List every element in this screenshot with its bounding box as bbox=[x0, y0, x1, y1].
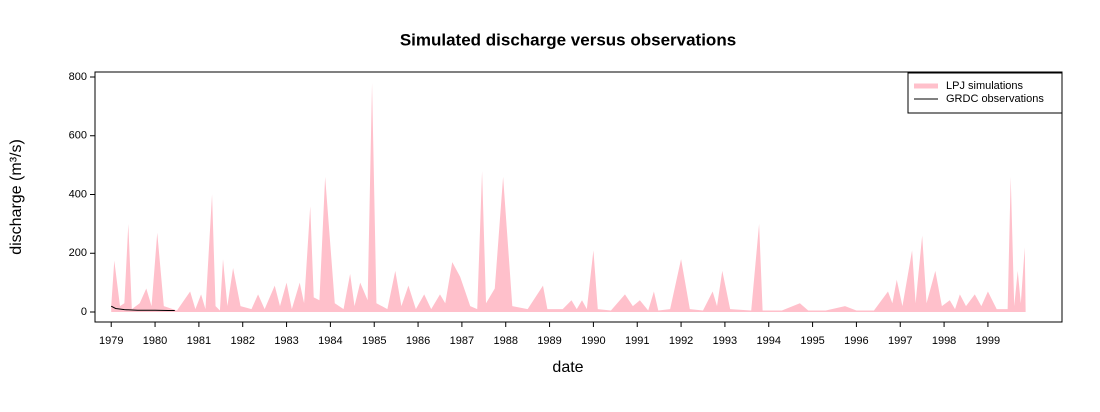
x-tick-label: 1997 bbox=[888, 335, 912, 347]
x-tick-label: 1979 bbox=[99, 335, 123, 347]
y-tick-label: 200 bbox=[69, 247, 87, 259]
x-tick-label: 1982 bbox=[230, 335, 254, 347]
legend-label: LPJ simulations bbox=[946, 80, 1024, 92]
y-tick-label: 0 bbox=[81, 306, 87, 318]
x-tick-label: 1988 bbox=[493, 335, 517, 347]
y-tick-label: 400 bbox=[69, 188, 87, 200]
x-tick-label: 1993 bbox=[713, 335, 737, 347]
x-tick-label: 1980 bbox=[143, 335, 167, 347]
x-tick-label: 1987 bbox=[450, 335, 474, 347]
x-tick-label: 1986 bbox=[406, 335, 430, 347]
line bbox=[110, 305, 175, 312]
chart-title: Simulated discharge versus observations bbox=[400, 30, 736, 49]
x-tick-label: 1981 bbox=[187, 335, 211, 347]
x-tick-label: 1996 bbox=[844, 335, 868, 347]
x-axis-label: date bbox=[552, 359, 583, 376]
y-axis-label: discharge (m³/s) bbox=[8, 139, 25, 255]
x-tick-label: 1999 bbox=[976, 335, 1000, 347]
y-tick-label: 600 bbox=[69, 130, 87, 142]
legend-box bbox=[907, 72, 1063, 114]
y-tick-label: 800 bbox=[69, 71, 87, 83]
x-tick-label: 1998 bbox=[932, 335, 956, 347]
x-tick-label: 1983 bbox=[274, 335, 298, 347]
area bbox=[111, 82, 1026, 313]
x-tick-label: 1994 bbox=[757, 335, 781, 347]
x-tick-label: 1991 bbox=[625, 335, 649, 347]
x-tick-label: 1984 bbox=[318, 335, 342, 347]
x-tick-label: 1995 bbox=[800, 335, 824, 347]
x-tick-label: 1989 bbox=[537, 335, 561, 347]
x-tick-label: 1985 bbox=[362, 335, 386, 347]
plot-frame bbox=[94, 71, 1063, 323]
x-tick-label: 1990 bbox=[581, 335, 605, 347]
legend-label: GRDC observations bbox=[946, 93, 1044, 105]
x-tick-label: 1992 bbox=[669, 335, 693, 347]
